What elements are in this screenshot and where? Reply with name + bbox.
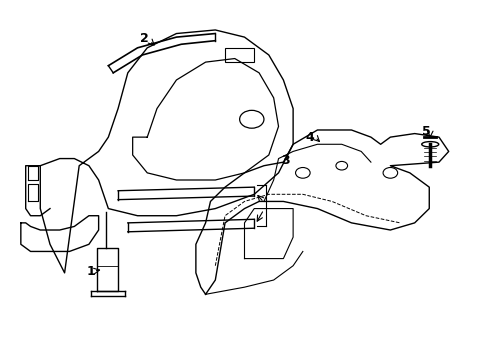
Text: 2: 2: [140, 32, 149, 45]
Bar: [224, 48, 254, 62]
Text: 1: 1: [87, 265, 96, 278]
Text: 3: 3: [281, 154, 289, 167]
Text: 4: 4: [305, 131, 314, 144]
Text: 5: 5: [422, 125, 430, 138]
